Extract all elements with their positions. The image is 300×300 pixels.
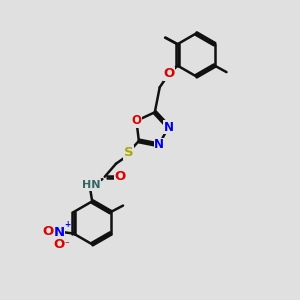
Text: ⁻: ⁻ — [64, 241, 69, 250]
Text: HN: HN — [82, 180, 100, 190]
Text: O: O — [115, 170, 126, 183]
Text: O: O — [131, 114, 141, 127]
Text: N: N — [164, 121, 174, 134]
Text: +: + — [64, 220, 70, 229]
Text: O: O — [54, 238, 65, 251]
Text: N: N — [154, 138, 164, 151]
Text: O: O — [42, 225, 54, 238]
Text: N: N — [54, 226, 65, 238]
Text: O: O — [164, 68, 175, 80]
Text: S: S — [124, 146, 133, 159]
